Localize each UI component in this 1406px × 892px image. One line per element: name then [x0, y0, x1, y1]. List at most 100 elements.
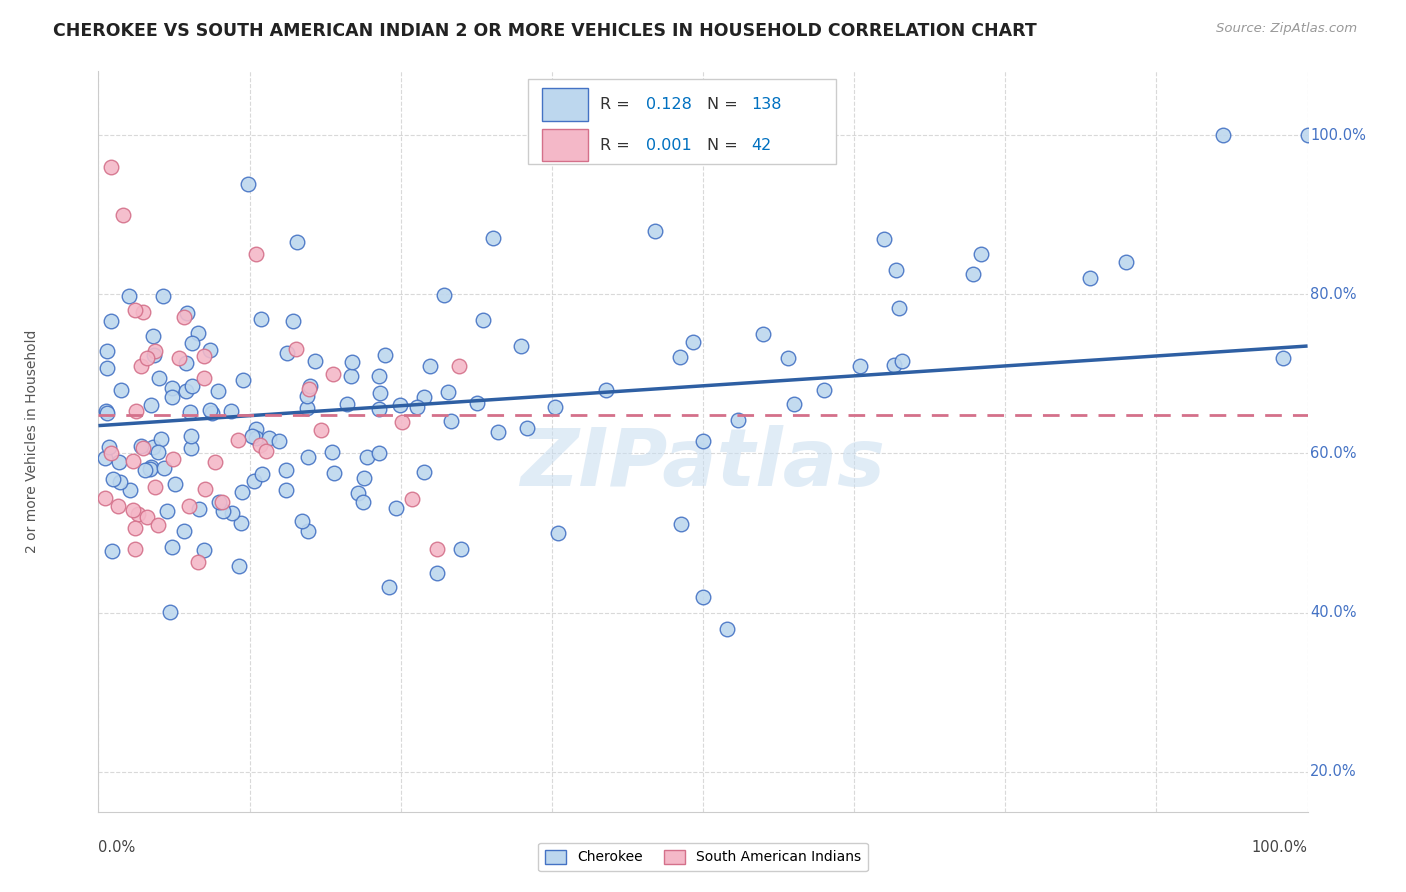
Point [201, 407, 224, 421]
Point [108, 475, 131, 490]
Point [176, 305, 198, 319]
Text: 138: 138 [751, 97, 782, 112]
Point [243, 474, 266, 488]
Point [391, 416, 413, 430]
Point [471, 313, 494, 327]
Point [176, 384, 198, 398]
Point [103, 472, 125, 486]
Text: ZIPatlas: ZIPatlas [520, 425, 886, 503]
Point [101, 544, 124, 558]
Point [193, 371, 215, 385]
Point [413, 390, 436, 404]
Point [249, 438, 271, 452]
Point [889, 301, 911, 316]
Point [100, 446, 122, 460]
Point [173, 524, 195, 538]
Point [153, 461, 176, 475]
Point [440, 414, 463, 428]
Point [124, 303, 146, 318]
Point [295, 401, 318, 415]
Point [281, 314, 304, 328]
Point [401, 492, 423, 507]
Point [232, 373, 254, 387]
Point [173, 310, 195, 324]
Point [692, 434, 714, 448]
Point [148, 371, 170, 385]
Point [231, 484, 253, 499]
Point [304, 354, 326, 368]
Text: 42: 42 [751, 137, 772, 153]
Point [297, 450, 319, 464]
Text: 60.0%: 60.0% [1310, 446, 1357, 461]
Point [669, 350, 692, 364]
Point [96, 361, 118, 376]
Point [93, 451, 115, 466]
Point [159, 605, 181, 619]
Point [412, 465, 434, 479]
Point [193, 349, 215, 363]
Point [124, 541, 146, 556]
Text: 100.0%: 100.0% [1251, 839, 1308, 855]
Point [242, 429, 264, 443]
Text: CHEROKEE VS SOUTH AMERICAN INDIAN 2 OR MORE VEHICLES IN HOUSEHOLD CORRELATION CH: CHEROKEE VS SOUTH AMERICAN INDIAN 2 OR M… [53, 22, 1038, 40]
Point [962, 267, 984, 281]
Point [1212, 128, 1234, 142]
Point [142, 440, 165, 454]
Point [245, 422, 267, 436]
Point [339, 368, 361, 383]
Point [180, 429, 202, 443]
Point [97, 440, 120, 454]
Point [162, 390, 184, 404]
Point [198, 343, 221, 357]
Point [367, 401, 389, 416]
Point [142, 328, 165, 343]
Point [849, 359, 872, 373]
Text: N =: N = [707, 97, 742, 112]
Point [669, 517, 692, 532]
Point [886, 263, 908, 277]
Point [181, 336, 204, 351]
Point [125, 404, 148, 418]
Point [297, 389, 319, 403]
Point [1078, 271, 1101, 285]
Point [110, 384, 132, 398]
Text: 0.001: 0.001 [647, 137, 692, 153]
Point [142, 348, 165, 362]
Point [141, 460, 163, 475]
Point [970, 247, 993, 261]
Point [146, 517, 169, 532]
Point [162, 452, 184, 467]
Point [267, 434, 290, 448]
Point [873, 231, 896, 245]
Point [211, 495, 233, 509]
Point [426, 566, 449, 580]
Text: 0.128: 0.128 [647, 97, 692, 112]
Point [547, 526, 569, 541]
Point [298, 382, 321, 396]
Point [254, 444, 277, 458]
Point [212, 504, 235, 518]
Point [482, 231, 505, 245]
Text: 40.0%: 40.0% [1310, 605, 1357, 620]
Point [406, 400, 429, 414]
Point [236, 177, 259, 191]
Point [94, 491, 117, 505]
Point [274, 463, 297, 477]
Point [187, 326, 209, 341]
Text: N =: N = [707, 137, 742, 153]
Point [783, 397, 806, 411]
Point [143, 344, 166, 359]
Point [426, 541, 449, 556]
Bar [543, 128, 588, 161]
Point [226, 434, 249, 448]
Point [94, 404, 117, 418]
Point [245, 247, 267, 261]
Point [127, 507, 149, 521]
Point [177, 500, 200, 514]
Point [1272, 351, 1295, 365]
Text: 2 or more Vehicles in Household: 2 or more Vehicles in Household [25, 330, 39, 553]
Point [121, 454, 143, 468]
Point [207, 384, 229, 399]
Point [776, 351, 799, 365]
Point [285, 235, 308, 249]
